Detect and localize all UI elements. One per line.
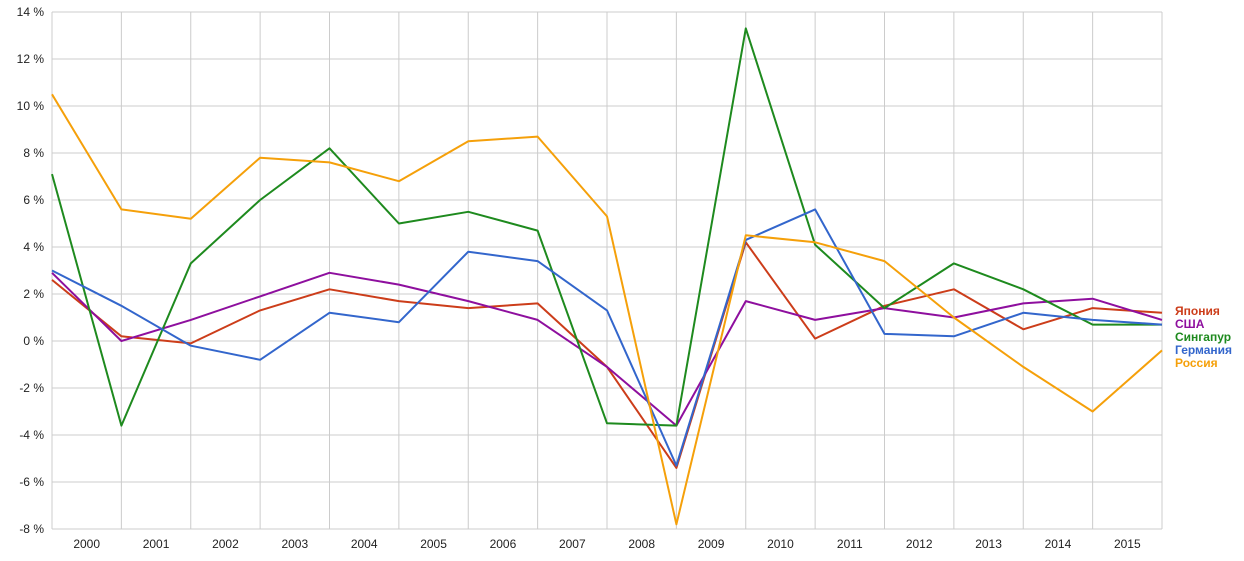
x-tick-label: 2008 xyxy=(628,537,655,551)
series-lines xyxy=(51,27,1163,526)
y-tick-label: -6 % xyxy=(19,475,44,489)
x-tick-label: 2012 xyxy=(906,537,933,551)
series-line-4 xyxy=(51,208,1163,467)
y-tick-label: 8 % xyxy=(23,146,44,160)
x-tick-label: 2011 xyxy=(837,537,863,551)
x-tick-label: 2007 xyxy=(559,537,586,551)
series-line-2 xyxy=(51,271,1163,427)
y-axis-tick-labels: 14 % 12 % 10 % 8 % 6 % 4 % 2 % 0 % -2 % -4 % -6 % -… xyxy=(17,5,45,536)
x-tick-label: 2001 xyxy=(143,537,170,551)
x-tick-label: 2006 xyxy=(490,537,517,551)
x-axis-tick-labels: 2000 2001 2002 2003 2004 2005 2006 2007 2008 2009… xyxy=(73,537,1141,551)
legend-entry: Япония xyxy=(1175,304,1220,318)
x-tick-label: 2013 xyxy=(975,537,1002,551)
x-tick-label: 2000 xyxy=(73,537,100,551)
y-tick-label: 0 % xyxy=(23,334,44,348)
x-tick-label: 2004 xyxy=(351,537,378,551)
series-line-5 xyxy=(51,93,1163,526)
x-tick-label: 2009 xyxy=(698,537,725,551)
legend-entry: Россия xyxy=(1175,356,1218,370)
y-tick-label: 4 % xyxy=(23,240,44,254)
grid-layer xyxy=(51,11,1163,530)
x-tick-label: 2010 xyxy=(767,537,794,551)
legend-entry: США xyxy=(1175,317,1205,331)
series-line-3 xyxy=(51,27,1162,427)
x-tick-label: 2005 xyxy=(420,537,447,551)
y-tick-label: 14 % xyxy=(17,5,45,19)
x-tick-label: 2002 xyxy=(212,537,239,551)
y-tick-label: 10 % xyxy=(17,99,45,113)
legend-entry: Германия xyxy=(1175,343,1232,357)
y-tick-label: -4 % xyxy=(19,428,44,442)
y-tick-label: -8 % xyxy=(19,522,44,536)
x-tick-label: 2014 xyxy=(1045,537,1072,551)
y-tick-label: 6 % xyxy=(23,193,44,207)
y-tick-label: 2 % xyxy=(23,287,44,301)
x-tick-label: 2003 xyxy=(281,537,308,551)
y-tick-label: -2 % xyxy=(19,381,44,395)
x-tick-label: 2015 xyxy=(1114,537,1141,551)
y-tick-label: 12 % xyxy=(17,52,45,66)
legend-entry: Сингапур xyxy=(1175,330,1231,344)
